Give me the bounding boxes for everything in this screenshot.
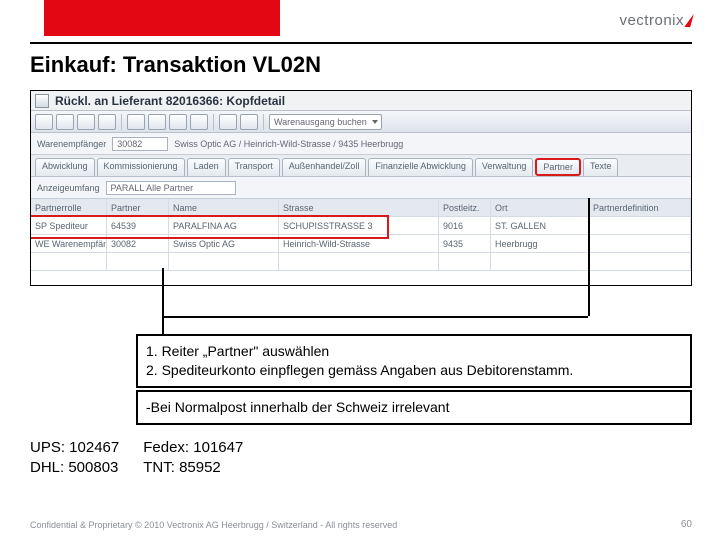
col-name: Name [169,199,279,216]
partner-grid: Partnerrolle Partner Name Strasse Postle… [31,199,691,271]
instruction-line: 1. Reiter „Partner" auswählen [146,342,682,361]
grid-header: Partnerrolle Partner Name Strasse Postle… [31,199,691,217]
tab-partner[interactable]: Partner [535,158,581,176]
footer-confidentiality: Confidential & Proprietary © 2010 Vectro… [30,520,397,530]
tab-aussenhandel[interactable]: Außenhandel/Zoll [282,158,367,176]
table-row[interactable]: SP Spediteur 64539 PARALFINA AG SCHUPISS… [31,217,691,235]
toolbar-button[interactable] [77,114,95,130]
cell: 9435 [439,235,491,252]
tab-finanz[interactable]: Finanzielle Abwicklung [368,158,473,176]
table-row[interactable]: WE Warenempfänger 30082 Swiss Optic AG H… [31,235,691,253]
wr-description: Swiss Optic AG / Heinrich-Wild-Strasse /… [174,139,403,149]
sap-tabstrip: Abwicklung Kommissionierung Laden Transp… [31,155,691,177]
toolbar-separator [121,114,122,130]
sap-screenshot: Rückl. an Lieferant 82016366: Kopfdetail… [30,90,692,286]
logo-text: vectronix [619,12,684,29]
cell: 9016 [439,217,491,234]
cell: Heinrich-Wild-Strasse [279,235,439,252]
col-plz: Postleitz. [439,199,491,216]
col-partnerrolle: Partnerrolle [31,199,107,216]
sap-window-icon [35,94,49,108]
toolbar-button[interactable] [169,114,187,130]
tab-transport[interactable]: Transport [228,158,280,176]
wr-label: Warenempfänger [37,139,106,149]
toolbar-button[interactable] [190,114,208,130]
account-fedex: Fedex: 101647 [143,438,243,458]
cell: ST. GALLEN [491,217,589,234]
toolbar-button[interactable] [98,114,116,130]
sap-window-titlebar: Rückl. an Lieferant 82016366: Kopfdetail [31,91,691,111]
account-tnt: TNT: 85952 [143,458,243,478]
instruction-line: -Bei Normalpost innerhalb der Schweiz ir… [146,398,682,417]
toolbar-separator [263,114,264,130]
tab-texte[interactable]: Texte [583,158,619,176]
callout-line [162,316,588,318]
toolbar-button[interactable] [219,114,237,130]
account-dhl: DHL: 500803 [30,458,119,478]
cell: WE Warenempfänger [31,235,107,252]
cell [589,217,691,234]
col-ort: Ort [491,199,589,216]
filter-label: Anzeigeumfang [37,183,100,193]
cell [589,235,691,252]
col-partner: Partner [107,199,169,216]
cell: 30082 [107,235,169,252]
instruction-line: 2. Spediteurkonto einpflegen gemäss Anga… [146,361,682,380]
tab-verwaltung[interactable]: Verwaltung [475,158,534,176]
sap-toolbar: Warenausgang buchen [31,111,691,133]
brand-red-block [44,0,280,36]
sap-header-fieldrow: Warenempfänger 30082 Swiss Optic AG / He… [31,133,691,155]
sap-window-title: Rückl. an Lieferant 82016366: Kopfdetail [55,94,285,108]
cell: Swiss Optic AG [169,235,279,252]
col-partnerdef: Partnerdefinition [589,199,691,216]
page-title: Einkauf: Transaktion VL02N [30,52,321,78]
vectronix-logo: vectronix [619,12,692,29]
tab-abwicklung[interactable]: Abwicklung [35,158,95,176]
cell: SP Spediteur [31,217,107,234]
toolbar-button[interactable] [56,114,74,130]
col-strasse: Strasse [279,199,439,216]
tab-laden[interactable]: Laden [187,158,226,176]
toolbar-separator [213,114,214,130]
callout-line [162,268,164,336]
callout-line [588,198,590,316]
carrier-accounts: UPS: 102467 DHL: 500803 Fedex: 101647 TN… [30,438,243,479]
toolbar-button[interactable] [240,114,258,130]
wr-value-field[interactable]: 30082 [112,137,168,151]
toolbar-action-dropdown[interactable]: Warenausgang buchen [269,114,382,130]
cell: 64539 [107,217,169,234]
filter-select[interactable]: PARALL Alle Partner [106,181,236,195]
cell: Heerbrugg [491,235,589,252]
table-row[interactable] [31,253,691,271]
sap-filter-row: Anzeigeumfang PARALL Alle Partner [31,177,691,199]
instruction-box-1: 1. Reiter „Partner" auswählen 2. Spedite… [136,334,692,388]
toolbar-button[interactable] [35,114,53,130]
cell: PARALFINA AG [169,217,279,234]
toolbar-button[interactable] [127,114,145,130]
page-number: 60 [681,519,692,530]
account-ups: UPS: 102467 [30,438,119,458]
instruction-box-2: -Bei Normalpost innerhalb der Schweiz ir… [136,390,692,425]
cell: SCHUPISSTRASSE 3 [279,217,439,234]
tab-kommissionierung[interactable]: Kommissionierung [97,158,185,176]
toolbar-button[interactable] [148,114,166,130]
logo-arrow-icon [684,14,693,27]
title-rule [30,42,692,44]
